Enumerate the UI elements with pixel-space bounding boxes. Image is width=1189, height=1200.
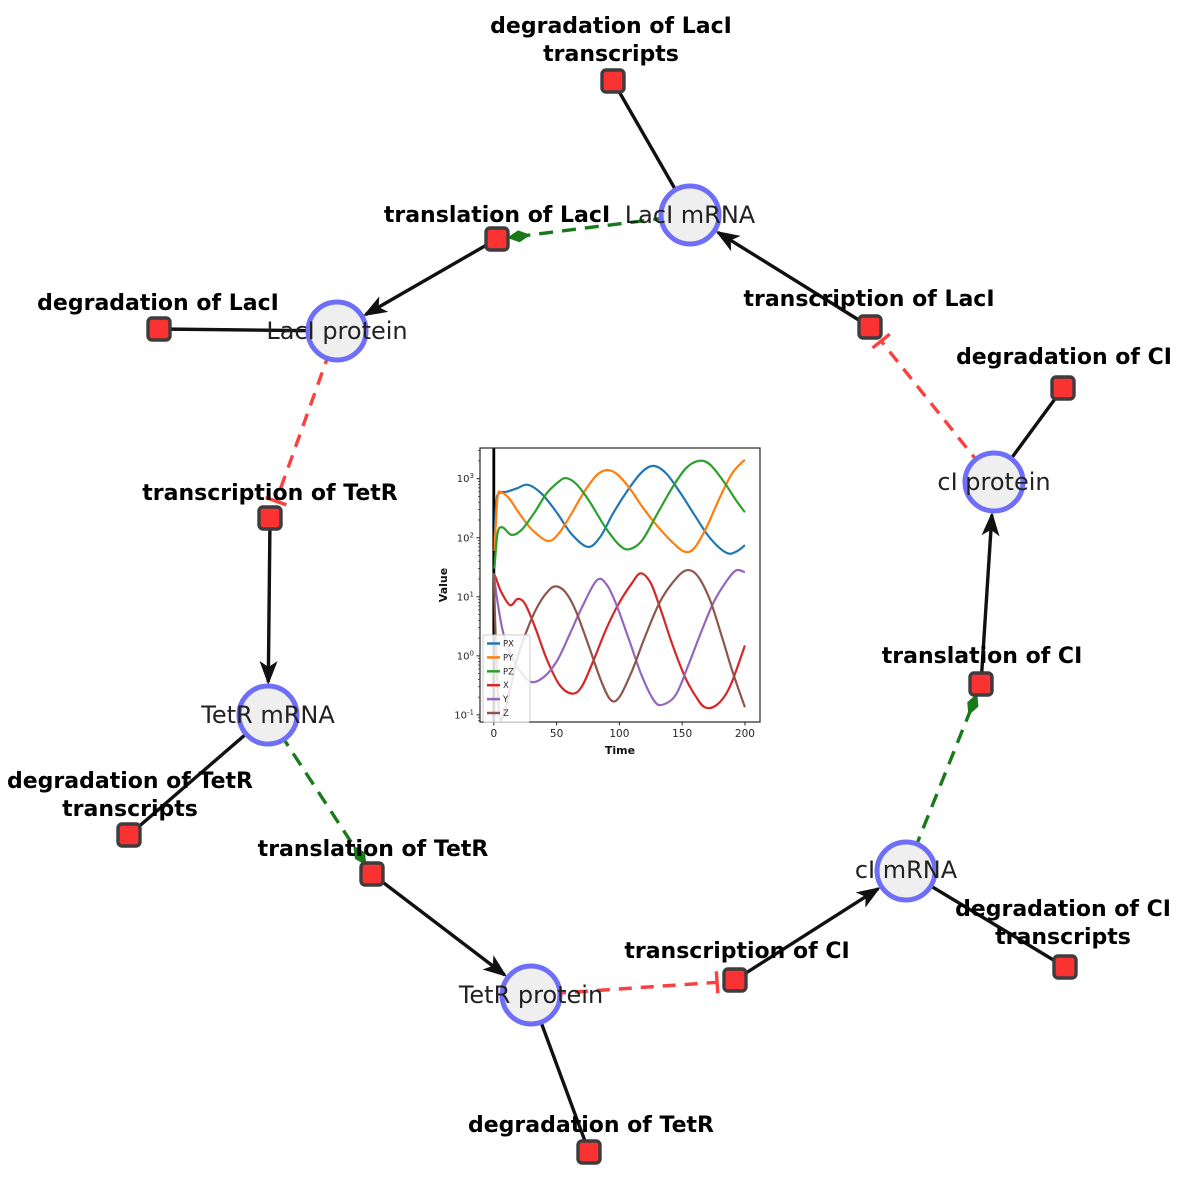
reaction-node-degradation-tetr-transcripts bbox=[116, 822, 142, 848]
chart-legend-label-PZ: PZ bbox=[503, 667, 514, 677]
reaction-label-degradation-laci-transcripts-line2: transcripts bbox=[543, 42, 679, 67]
reaction-label-degradation-tetr: degradation of TetR bbox=[468, 1113, 714, 1138]
chart-series-X bbox=[492, 572, 746, 710]
chart-xtick-label: 200 bbox=[735, 728, 755, 740]
species-label-laci-mrna: LacI mRNA bbox=[625, 201, 756, 229]
reaction-node-transcription-laci bbox=[857, 314, 883, 340]
chart-xlabel: Time bbox=[605, 744, 635, 757]
species-node-laci-protein bbox=[305, 299, 369, 363]
species-node-laci-mrna bbox=[658, 183, 722, 247]
species-node-ci-mrna bbox=[874, 839, 938, 903]
species-node-tetr-protein bbox=[499, 963, 563, 1027]
edge-transcription-tetr-to-tetr-mrna bbox=[259, 517, 278, 685]
chart-xtick-label: 100 bbox=[609, 728, 629, 740]
edge-transcription-laci-to-laci-mrna bbox=[715, 230, 871, 329]
chart-xtick-label: 50 bbox=[550, 728, 563, 740]
reaction-label-degradation-tetr-transcripts-line1: degradation of TetR bbox=[7, 769, 253, 794]
species-label-ci-mrna: cI mRNA bbox=[855, 856, 958, 884]
chart-ytick-label: 102 bbox=[457, 531, 474, 544]
chart-legend-label-Y: Y bbox=[502, 695, 509, 705]
chart-ylabel: Value bbox=[437, 568, 450, 602]
chart-legend-label-X: X bbox=[503, 681, 509, 691]
species-label-tetr-mrna: TetR mRNA bbox=[200, 701, 335, 729]
reaction-label-degradation-ci: degradation of CI bbox=[956, 345, 1172, 370]
reaction-node-translation-laci bbox=[484, 226, 510, 252]
reaction-label-degradation-ci-transcripts-line2: transcripts bbox=[995, 925, 1131, 950]
reaction-node-degradation-tetr bbox=[576, 1139, 602, 1165]
chart-ytick-label: 103 bbox=[457, 472, 474, 485]
chart-series-PZ bbox=[493, 459, 746, 569]
reaction-label-transcription-ci: transcription of CI bbox=[624, 939, 849, 964]
species-label-laci-protein: LacI protein bbox=[266, 317, 407, 345]
reaction-label-transcription-laci: transcription of LacI bbox=[743, 287, 994, 312]
chart-xtick-label: 150 bbox=[672, 728, 692, 740]
reaction-node-translation-ci bbox=[968, 671, 994, 697]
chart-legend-label-PY: PY bbox=[503, 653, 514, 663]
simulation-chart: 0 50 100 150 20010-1100101102103TimeValuePXP… bbox=[437, 447, 761, 757]
reaction-label-degradation-laci-transcripts-line1: degradation of LacI bbox=[490, 14, 732, 39]
reaction-node-degradation-ci-transcripts bbox=[1052, 954, 1078, 980]
chart-axes-frame bbox=[479, 447, 761, 723]
chart-legend-label-PX: PX bbox=[503, 640, 514, 650]
reaction-node-degradation-ci bbox=[1050, 375, 1076, 401]
reaction-label-degradation-tetr-transcripts-line2: transcripts bbox=[62, 797, 198, 822]
chart-legend: PX PY PZ XYZ bbox=[482, 634, 531, 723]
reaction-node-degradation-laci-transcripts bbox=[600, 68, 626, 94]
species-node-ci-protein bbox=[962, 450, 1026, 514]
edge-translation-ci-to-ci-protein bbox=[979, 511, 1000, 685]
reaction-label-degradation-laci: degradation of LacI bbox=[37, 291, 279, 316]
species-label-ci-protein: cI protein bbox=[937, 468, 1050, 496]
edge-transcription-ci-to-ci-mrna bbox=[734, 887, 881, 982]
chart-series-PY bbox=[493, 458, 746, 554]
chart-ytick-label: 101 bbox=[457, 590, 474, 603]
chart-xtick-label: 0 bbox=[490, 728, 497, 740]
edge-translation-laci-to-laci-protein bbox=[362, 237, 498, 317]
chart-series-PX bbox=[493, 464, 746, 555]
reaction-node-transcription-ci bbox=[722, 967, 748, 993]
chart-legend-label-Z: Z bbox=[503, 709, 509, 719]
reaction-label-translation-ci: translation of CI bbox=[882, 644, 1083, 669]
chart-series-Y bbox=[492, 568, 746, 707]
reaction-node-transcription-tetr bbox=[257, 505, 283, 531]
edge-translation-tetr-to-tetr-protein bbox=[370, 872, 508, 977]
species-node-tetr-mrna bbox=[236, 683, 300, 747]
species-label-tetr-protein: TetR protein bbox=[458, 981, 603, 1009]
chart-ytick-label: 100 bbox=[457, 649, 474, 662]
reaction-label-translation-tetr: translation of TetR bbox=[258, 837, 489, 862]
reaction-label-translation-laci: translation of LacI bbox=[384, 203, 610, 228]
simulation-plot-inset: 0 50 100 150 200 10-1 100 101 102 103 Time Value PX P… bbox=[437, 437, 777, 767]
chart-ytick-label: 10-1 bbox=[454, 708, 474, 721]
reaction-label-degradation-ci-transcripts-line1: degradation of CI bbox=[955, 897, 1171, 922]
reaction-label-transcription-tetr: transcription of TetR bbox=[142, 481, 398, 506]
reaction-node-degradation-laci bbox=[146, 316, 172, 342]
chart-series-Z bbox=[492, 568, 746, 722]
reaction-node-translation-tetr bbox=[359, 861, 385, 887]
